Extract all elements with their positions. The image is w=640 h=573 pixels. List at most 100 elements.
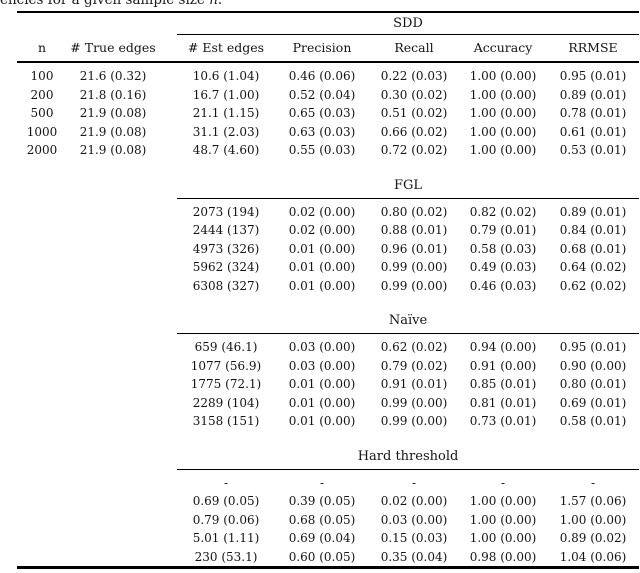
table-cell: 1.04 (0.06): [559, 549, 627, 564]
column-gap: [159, 511, 177, 530]
table-cell: [17, 474, 67, 493]
table-cell: 0.58 (0.03): [469, 241, 537, 256]
table-cell: [67, 394, 159, 413]
table-row: 230 (53.1) 0.60 (0.05) 0.35 (0.04) 0.98 (0.…: [17, 548, 640, 567]
column-gap: [159, 203, 177, 222]
table-cell: 0.66 (0.02): [380, 124, 448, 139]
column-gap: [159, 104, 177, 123]
table-row: 1775 (72.1) 0.01 (0.00) 0.91 (0.01) 0.85 (0…: [17, 375, 640, 394]
table-cell: [67, 357, 159, 376]
table-cell: [17, 258, 67, 277]
table-cell: 0.62 (0.02): [559, 278, 627, 293]
caption-suffix: .: [217, 0, 223, 8]
section-title-wrap: Naïve: [177, 309, 639, 333]
table-cell: [67, 221, 159, 240]
table-row: 1077 (56.9) 0.03 (0.00) 0.79 (0.02) 0.91 (0…: [17, 357, 640, 376]
table-cell: 0.79 (0.01): [469, 223, 537, 237]
section-rows: 100 21.6 (0.32) 10.6 (1.04) 0.46 (0.06) 0.22…: [0, 67, 640, 160]
column-gap: [159, 221, 177, 240]
table-cell: 0.01 (0.00): [288, 241, 356, 256]
table-cell: [67, 511, 159, 530]
table-cell: [17, 375, 67, 394]
table-cell: 21.6 (0.32): [79, 69, 147, 83]
table-cell: [67, 277, 159, 296]
table-cell: 2289 (104): [192, 395, 260, 410]
table-cell: 0.02 (0.00): [288, 223, 356, 237]
table-cell: 0.30 (0.02): [380, 87, 448, 102]
table-cell: 1000: [26, 124, 58, 139]
table-cell: 0.62 (0.02): [380, 340, 448, 354]
section-title: FGL: [393, 177, 423, 193]
table-cell: [67, 338, 159, 357]
table-row: 659 (46.1) 0.03 (0.00) 0.62 (0.02) 0.94 (0.…: [17, 338, 640, 357]
section-title-wrap: Hard threshold: [177, 445, 639, 469]
table-cell: 0.69 (0.04): [288, 531, 356, 545]
table-cell: 0.89 (0.02): [559, 531, 627, 545]
table-row: 2444 (137) 0.02 (0.00) 0.88 (0.01) 0.79 (0.…: [17, 221, 640, 240]
table-cell: 0.02 (0.00): [380, 494, 448, 508]
table-cell: 0.78 (0.01): [559, 106, 627, 120]
table-cell: 1077 (56.9): [190, 358, 262, 373]
table-row: 5962 (324) 0.01 (0.00) 0.99 (0.00) 0.49 (0.…: [17, 258, 640, 277]
column-header: # Est edges: [187, 40, 265, 55]
table-cell: 0.01 (0.00): [288, 260, 356, 274]
table-cell: 0.60 (0.05): [288, 549, 356, 564]
table-cell: [17, 240, 67, 259]
table-row: 3158 (151) 0.01 (0.00) 0.99 (0.00) 0.73 (0.…: [17, 412, 640, 431]
table-cell: 48.7 (4.60): [192, 143, 260, 157]
table-cell: 2444 (137): [192, 223, 260, 237]
column-header: Accuracy: [473, 40, 533, 55]
table-cell: 21.8 (0.16): [79, 87, 147, 102]
table-cell: 4973 (326): [192, 241, 260, 256]
table-cell: 0.03 (0.00): [288, 340, 356, 354]
table-cell: 0.99 (0.00): [380, 395, 448, 410]
table-cell: 659 (46.1): [194, 340, 258, 354]
column-gap: [159, 492, 177, 511]
table-cell: [67, 375, 159, 394]
table-cell: 0.95 (0.01): [559, 69, 627, 83]
section-header-rule: [177, 468, 639, 470]
table-cell: 100: [30, 69, 54, 83]
table-cell: -: [590, 475, 596, 490]
table-cell: 0.51 (0.02): [380, 106, 448, 120]
table-cell: 1.00 (0.00): [469, 512, 537, 527]
table-header-row: n # True edges # Est edges Precision Recall A…: [17, 35, 640, 61]
table-cell: 0.69 (0.01): [559, 395, 627, 410]
table-cell: 0.02 (0.00): [288, 204, 356, 219]
table-cell: 0.89 (0.01): [559, 204, 627, 219]
table-cell: 0.46 (0.03): [469, 278, 537, 293]
table-cell: 1.57 (0.06): [559, 494, 627, 508]
table-cell: 0.15 (0.03): [380, 531, 448, 545]
table-cell: [17, 412, 67, 431]
section-title: SDD: [393, 16, 423, 31]
column-header: RRMSE: [568, 40, 618, 55]
results-table: SDD n # True edges # Est edges Precision Reca…: [0, 13, 640, 566]
table-cell: 1.00 (0.00): [469, 87, 537, 102]
table-cell: 21.9 (0.08): [79, 124, 147, 139]
table-cell: [17, 357, 67, 376]
table-cell: [17, 492, 67, 511]
header-rule: [17, 61, 639, 63]
table-cell: 21.9 (0.08): [79, 106, 147, 120]
section-rows: 2073 (194) 0.02 (0.00) 0.80 (0.02) 0.82 (0.…: [0, 203, 640, 296]
table-row: 0.69 (0.05) 0.39 (0.05) 0.02 (0.00) 1.00 (0…: [17, 492, 640, 511]
table-cell: 1.00 (0.00): [469, 106, 537, 120]
table-cell: 21.9 (0.08): [79, 143, 147, 157]
table-cell: 1775 (72.1): [190, 377, 262, 391]
column-gap: [159, 338, 177, 357]
table-cell: 0.82 (0.02): [469, 204, 537, 219]
section-title-wrap: SDD: [177, 13, 639, 34]
table-cell: 0.96 (0.01): [380, 241, 448, 256]
table-row: 2000 21.9 (0.08) 48.7 (4.60) 0.55 (0.03) 0.7…: [17, 141, 640, 160]
table-cell: [17, 338, 67, 357]
section-header-rule: [177, 34, 639, 35]
column-gap: [159, 548, 177, 567]
table-cell: -: [411, 475, 417, 490]
column-header: # True edges: [70, 40, 156, 55]
table-cell: 1.00 (0.00): [469, 494, 537, 508]
column-gap: [159, 277, 177, 296]
table-row: -----: [17, 474, 640, 493]
table-row: 100 21.6 (0.32) 10.6 (1.04) 0.46 (0.06) 0.22…: [17, 67, 640, 86]
column-gap: [159, 67, 177, 86]
table-cell: 0.55 (0.03): [288, 143, 356, 157]
